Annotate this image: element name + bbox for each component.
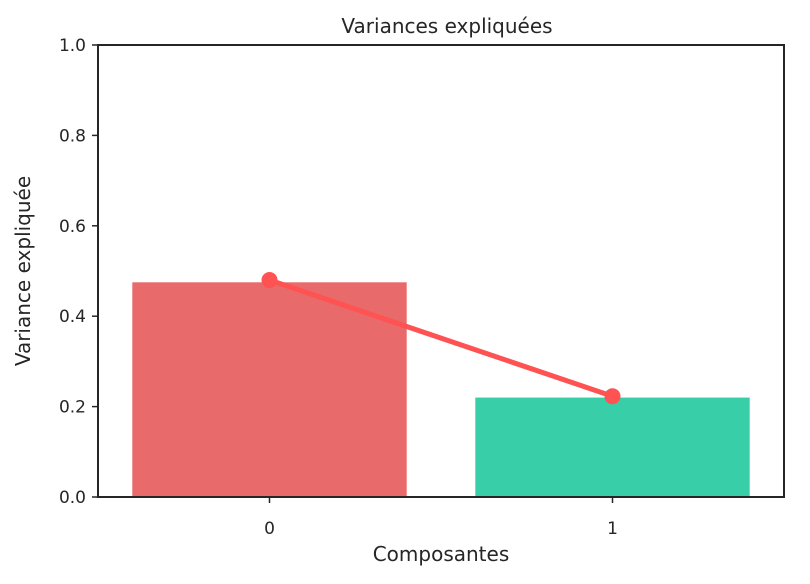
y-tick-label: 1.0 <box>59 36 86 56</box>
line-series <box>267 277 615 399</box>
line-point-0 <box>261 272 278 289</box>
y-tick-label: 0.6 <box>59 217 86 237</box>
bar-0 <box>132 282 407 497</box>
line-point-1 <box>604 388 621 405</box>
x-axis-label: Composantes <box>373 542 510 566</box>
y-axis-label: Variance expliquée <box>11 176 35 366</box>
y-tick-label: 0.8 <box>59 126 86 146</box>
line-series-group <box>261 272 621 405</box>
plot-frame <box>97 44 785 498</box>
x-tick-label: 0 <box>264 519 275 539</box>
bar-1 <box>475 397 750 497</box>
y-tick-label: 0.0 <box>59 488 86 508</box>
y-tick-label: 0.2 <box>59 398 86 418</box>
bars-group <box>132 282 750 497</box>
x-tick-label: 1 <box>607 519 618 539</box>
y-axis-ticks: 0.0 0.2 0.4 0.6 0.8 1.0 <box>59 36 98 508</box>
chart-title: Variances expliquées <box>341 14 552 38</box>
y-tick-label: 0.4 <box>59 307 86 327</box>
